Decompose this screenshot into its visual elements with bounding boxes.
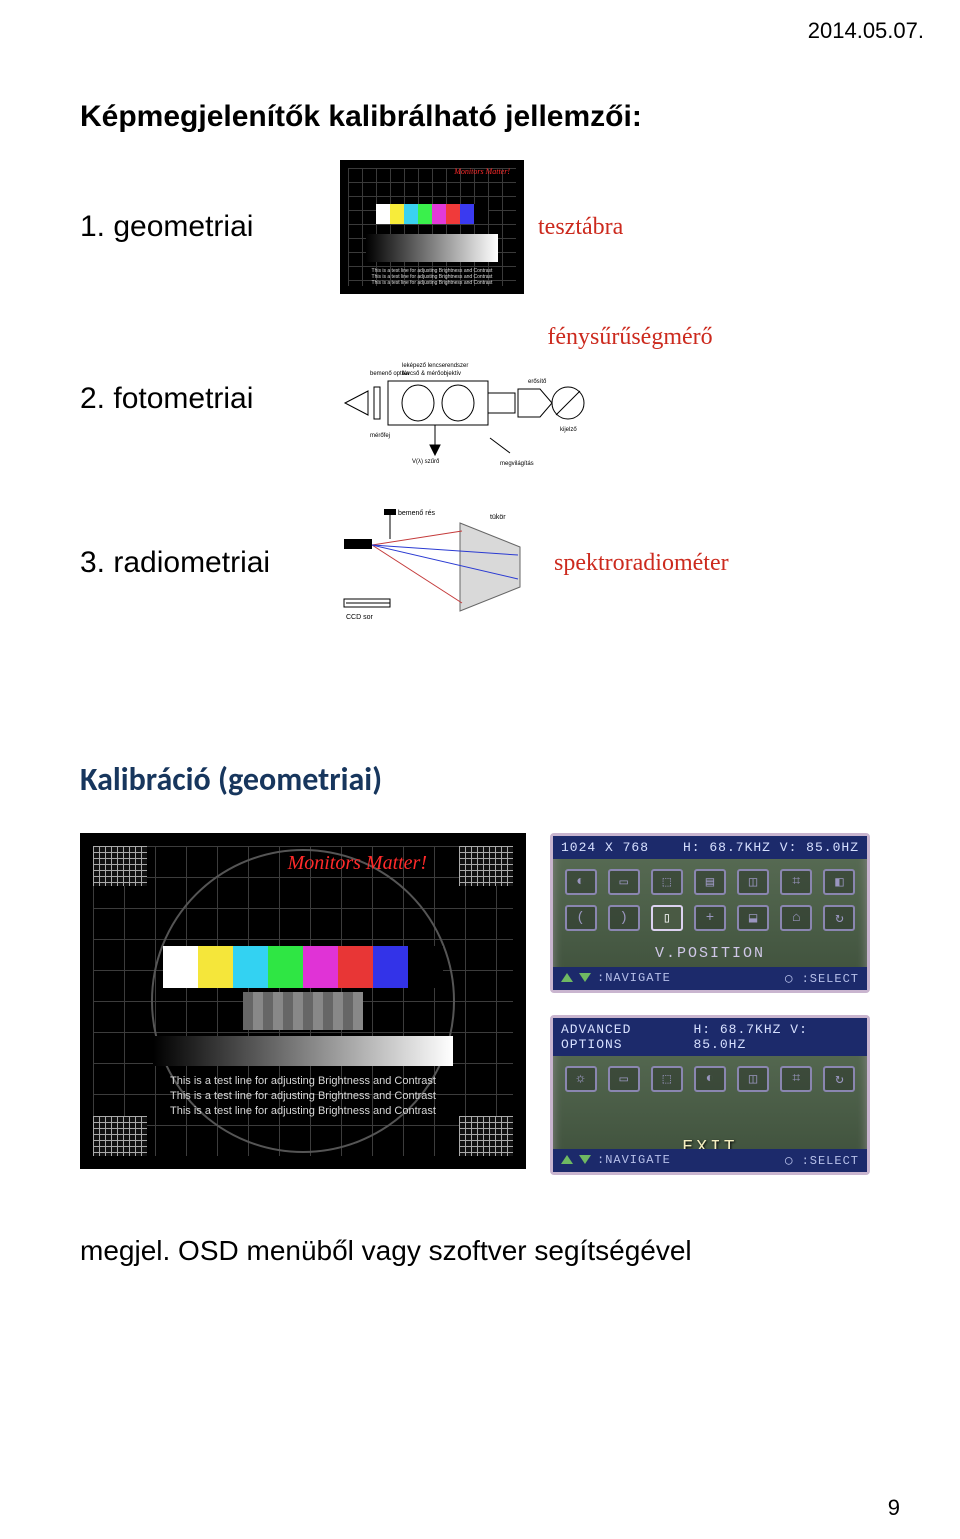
osd-icon[interactable]: ▭ [608, 869, 640, 895]
ph-t3: távcső & mérőobjektív [402, 371, 461, 377]
page-number: 9 [888, 1495, 900, 1521]
bp-line3: This is a test line for adjusting Bright… [83, 1104, 523, 1119]
bp-line1: This is a test line for adjusting Bright… [83, 1074, 523, 1089]
osd-icon[interactable]: ⌗ [780, 1066, 812, 1092]
osd-icon[interactable]: ◧ [823, 869, 855, 895]
page: 2014.05.07. Képmegjelenítők kalibrálható… [0, 0, 960, 1539]
color-bars-large [163, 946, 443, 988]
row-radiometric: 3. radiometriai [80, 503, 880, 623]
osd-icon[interactable]: + [694, 905, 726, 931]
osd-icon[interactable]: ◐ [694, 1066, 726, 1092]
osd-icon[interactable]: ⬚ [651, 869, 683, 895]
tp-line3: This is a test line for adjusting Bright… [342, 280, 522, 286]
pattern-logo: Monitors Matter! [454, 168, 510, 176]
osd-icon[interactable]: ◐ [565, 869, 597, 895]
osd1-nav: :NAVIGATE [561, 971, 671, 986]
osd-icon[interactable]: ◫ [737, 869, 769, 895]
slide2-heading: Kalibráció (geometriai) [80, 760, 880, 799]
item-radiometric: 3. radiometriai [80, 546, 340, 580]
osd-menu-advanced: ADVANCED OPTIONS H: 68.7KHZ V: 85.0HZ ☼ … [550, 1015, 870, 1175]
osd-icon[interactable]: ▤ [694, 869, 726, 895]
spectroradiometer-diagram: bemenő rés tükör CCD sor [340, 503, 540, 623]
label-testpattern: tesztábra [538, 214, 623, 241]
ph-t7: V(λ) szűrő [412, 459, 440, 465]
page-date: 2014.05.07. [808, 18, 924, 44]
row-geometric: 1. geometriai Monitors Matter! This is a… [80, 160, 880, 294]
photometer-diagram: bemenő optika leképező lencserendszer tá… [340, 353, 600, 473]
slide-calibration-properties: Képmegjelenítők kalibrálható jellemzői: … [80, 100, 880, 653]
osd-icon[interactable]: ↻ [823, 1066, 855, 1092]
osd-icon[interactable]: ▭ [608, 1066, 640, 1092]
slide-calibration-geometric: Kalibráció (geometriai) Monitors Matter! [80, 760, 880, 1267]
color-bars [376, 204, 488, 224]
test-pattern-large: Monitors Matter! This is a test line for… [80, 833, 526, 1169]
label-photometer: fénysűrűségmérő [547, 324, 712, 351]
slide2-caption: megjel. OSD menüből vagy szoftver segíts… [80, 1235, 880, 1267]
pattern-logo-large: Monitors Matter! [288, 854, 427, 872]
ph-t8: megvilágítás [500, 461, 534, 467]
ph-t5: kijelző [560, 427, 577, 433]
osd2-title-left: ADVANCED OPTIONS [561, 1022, 693, 1052]
item-geometric: 1. geometriai [80, 210, 340, 244]
osd1-center: V.POSITION [553, 945, 867, 962]
osd2-title-right: H: 68.7KHZ V: 85.0HZ [693, 1022, 859, 1052]
osd-icon[interactable]: ⌂ [780, 905, 812, 931]
ph-t6: mérőfej [370, 433, 390, 439]
osd-icon[interactable]: ( [565, 905, 597, 931]
item-photometric: 2. fotometriai [80, 382, 340, 416]
sp-t3: CCD sor [346, 614, 374, 621]
osd1-title-right: H: 68.7KHZ V: 85.0HZ [683, 840, 859, 855]
test-pattern-thumbnail: Monitors Matter! This is a test line for… [340, 160, 524, 294]
osd-icon[interactable]: ⌗ [780, 869, 812, 895]
sp-t2: tükör [490, 514, 506, 521]
slide1-heading: Képmegjelenítők kalibrálható jellemzői: [80, 100, 880, 134]
osd1-title-left: 1024 X 768 [561, 840, 649, 855]
osd-icon[interactable]: ◫ [737, 1066, 769, 1092]
osd-icon[interactable]: ⬓ [737, 905, 769, 931]
osd2-nav: :NAVIGATE [561, 1153, 671, 1168]
row-photometric: 2. fotometriai fénysűrűségmérő [80, 324, 880, 473]
osd-icon-selected[interactable]: ▯ [651, 905, 683, 931]
osd-icon[interactable]: ⬚ [651, 1066, 683, 1092]
osd-icon[interactable]: ↻ [823, 905, 855, 931]
ph-t2: leképező lencserendszer [402, 363, 468, 369]
figure-row: Monitors Matter! This is a test line for… [80, 833, 880, 1175]
label-spectro: spektroradiométer [554, 550, 729, 577]
osd-icon[interactable]: ☼ [565, 1066, 597, 1092]
osd1-sel: ◯ :SELECT [785, 971, 859, 986]
osd2-sel: ◯ :SELECT [785, 1153, 859, 1168]
sp-t1: bemenő rés [398, 510, 435, 517]
osd-menu-stack: 1024 X 768 H: 68.7KHZ V: 85.0HZ ◐ ▭ ⬚ ▤ … [550, 833, 870, 1175]
osd-menu-position: 1024 X 768 H: 68.7KHZ V: 85.0HZ ◐ ▭ ⬚ ▤ … [550, 833, 870, 993]
osd-icon[interactable]: ) [608, 905, 640, 931]
bp-line2: This is a test line for adjusting Bright… [83, 1089, 523, 1104]
ph-t4: erősítő [528, 379, 547, 385]
